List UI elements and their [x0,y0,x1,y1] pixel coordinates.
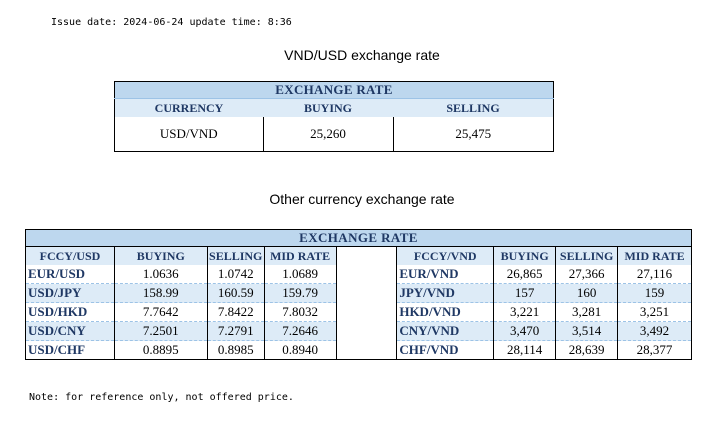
column-mid-rate: MID RATE [264,246,337,265]
disclaimer-note: Note: for reference only, not offered pr… [29,392,294,403]
vnd-mid-cell: 3,251 [617,302,692,322]
selling-cell: 25,475 [392,117,554,152]
mid-cell: 7.2646 [264,321,337,341]
vnd-buying-cell: 157 [493,283,557,303]
vnd-pair-cell: CHF/VND [396,340,495,360]
exchange-rate-header: EXCHANGE RATE [25,229,692,247]
vnd-selling-cell: 28,639 [555,340,619,360]
mid-cell: 159.79 [264,283,337,303]
column-selling: SELLING [393,98,554,117]
vnd-usd-table: EXCHANGE RATE CURRENCY BUYING SELLING US… [114,81,554,152]
selling-cell: 7.8422 [207,302,265,322]
mid-cell: 1.0689 [264,265,337,284]
buying-cell: 25,260 [262,117,393,152]
selling-cell: 7.2791 [207,321,265,341]
vnd-selling-cell: 3,514 [555,321,619,341]
mid-cell: 7.8032 [264,302,337,322]
selling-cell: 0.8985 [207,340,265,360]
column-buying: BUYING [493,246,557,265]
vnd-buying-cell: 3,470 [493,321,557,341]
vnd-pair-cell: EUR/VND [396,265,495,284]
table-row: USD/JPY 158.99 160.59 159.79 JPY/VND 157… [25,283,692,303]
buying-cell: 7.7642 [114,302,208,322]
pair-cell: USD/JPY [25,283,115,303]
vnd-selling-cell: 3,281 [555,302,619,322]
column-currency: CURRENCY [114,98,263,117]
column-fccy-vnd: FCCY/VND [396,246,495,265]
column-mid-rate: MID RATE [617,246,692,265]
vnd-mid-cell: 27,116 [617,265,692,284]
selling-cell: 160.59 [207,283,265,303]
pair-cell: USD/HKD [25,302,115,322]
vnd-selling-cell: 27,366 [555,265,619,284]
vnd-pair-cell: HKD/VND [396,302,495,322]
column-buying: BUYING [263,98,393,117]
vnd-selling-cell: 160 [555,283,619,303]
selling-cell: 1.0742 [207,265,265,284]
currency-cell: USD/VND [159,126,218,141]
vnd-pair-cell: CNY/VND [396,321,495,341]
table-row: USD/CNY 7.2501 7.2791 7.2646 CNY/VND 3,4… [25,321,692,341]
column-buying: BUYING [114,246,208,265]
table-row: USD/VND 25,260 25,475 [115,117,554,152]
table-row: USD/HKD 7.7642 7.8422 7.8032 HKD/VND 3,2… [25,302,692,322]
column-selling: SELLING [555,246,619,265]
other-currency-table: EXCHANGE RATE FCCY/USD BUYING SELLING MI… [25,229,692,360]
mid-cell: 0.8940 [264,340,337,360]
buying-cell: 1.0636 [114,265,208,284]
vnd-mid-cell: 3,492 [617,321,692,341]
buying-cell: 0.8895 [114,340,208,360]
pair-cell: EUR/USD [25,265,115,284]
other-currency-title: Other currency exchange rate [269,191,455,207]
buying-cell: 158.99 [114,283,208,303]
column-selling: SELLING [207,246,265,265]
vnd-buying-cell: 26,865 [493,265,557,284]
table-row: USD/CHF 0.8895 0.8985 0.8940 CHF/VND 28,… [25,340,692,360]
vnd-usd-title: VND/USD exchange rate [284,47,440,63]
table-row: EUR/USD 1.0636 1.0742 1.0689 EUR/VND 26,… [25,265,692,284]
buying-cell: 7.2501 [114,321,208,341]
vnd-pair-cell: JPY/VND [396,283,495,303]
pair-cell: USD/CNY [25,321,115,341]
issue-date-line: Issue date: 2024-06-24 update time: 8:36 [51,17,292,28]
vnd-buying-cell: 3,221 [493,302,557,322]
column-fccy-usd: FCCY/USD [25,246,115,265]
exchange-rate-header: EXCHANGE RATE [114,81,554,99]
vnd-mid-cell: 159 [617,283,692,303]
pair-cell: USD/CHF [25,340,115,360]
vnd-mid-cell: 28,377 [636,342,673,357]
vnd-buying-cell: 28,114 [493,340,557,360]
